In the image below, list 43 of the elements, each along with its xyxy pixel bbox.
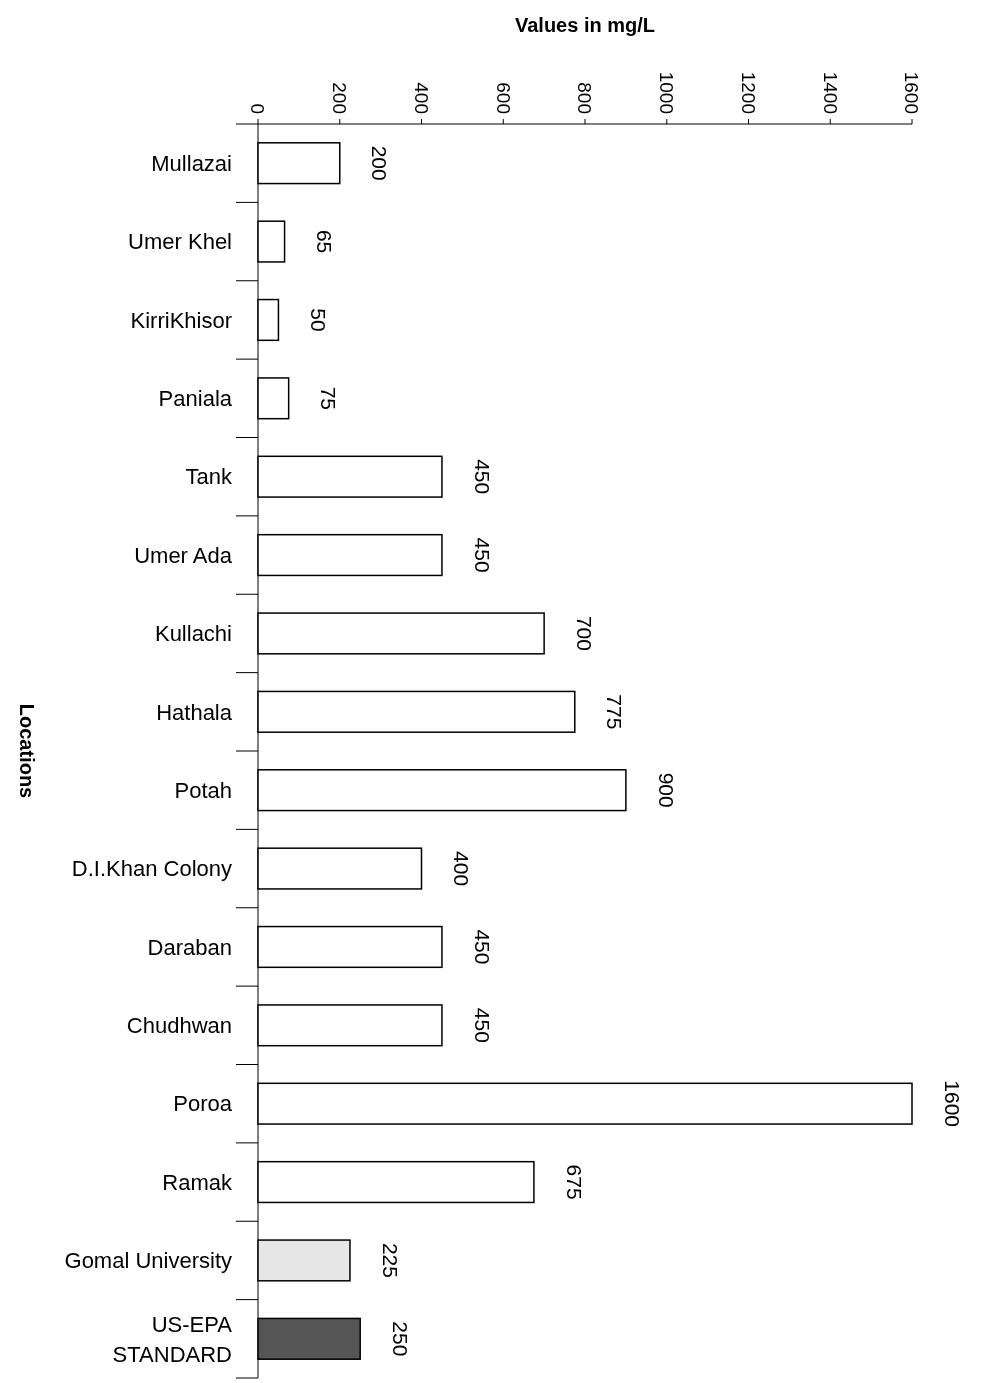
y-axis-title: Locations xyxy=(16,703,38,799)
y-tick-label: Kullachi xyxy=(154,621,232,647)
data-label: 700 xyxy=(572,615,596,651)
data-label: 450 xyxy=(470,1007,494,1043)
data-label: 1600 xyxy=(940,1080,964,1128)
x-tick-label: 600 xyxy=(492,82,514,114)
y-tick-label: Umer Ada xyxy=(134,542,233,568)
y-tick-label: Gomal University xyxy=(64,1248,232,1274)
y-tick-label: Paniala xyxy=(158,386,233,412)
y-tick-label: Daraban xyxy=(147,934,232,960)
data-label: 775 xyxy=(603,694,627,730)
data-label: 250 xyxy=(388,1321,412,1357)
y-tick-label: KirriKhisor xyxy=(130,307,232,333)
y-tick-label: Tank xyxy=(185,464,233,490)
data-label: 225 xyxy=(378,1242,402,1278)
data-label: 450 xyxy=(470,537,494,573)
x-tick-label: 1200 xyxy=(737,71,759,114)
x-tick-label: 1400 xyxy=(819,71,841,114)
data-label: 450 xyxy=(470,929,494,965)
y-tick-label: Poroa xyxy=(173,1091,233,1117)
x-tick-label: 1600 xyxy=(901,71,923,114)
data-label: 400 xyxy=(450,851,474,887)
y-tick-label: Hathala xyxy=(156,699,233,725)
x-tick-label: 0 xyxy=(247,103,269,114)
y-tick-label: Chudhwan xyxy=(126,1013,232,1039)
y-tick-label: Potah xyxy=(174,777,232,803)
x-tick-label: 800 xyxy=(574,82,596,114)
data-label: 65 xyxy=(313,229,337,254)
y-tick-label: D.I.Khan Colony xyxy=(71,856,232,882)
data-label: 50 xyxy=(307,308,331,332)
y-tick-label: Mullazai xyxy=(151,150,232,176)
data-label: 200 xyxy=(368,145,392,181)
y-tick-label: Ramak xyxy=(162,1169,233,1195)
data-label: 450 xyxy=(470,459,494,495)
x-axis-title: Values in mg/L xyxy=(514,14,656,36)
data-label: 75 xyxy=(317,386,341,410)
data-label: 900 xyxy=(654,772,678,808)
y-tick-label: Umer Khel xyxy=(128,229,232,255)
x-tick-label: 400 xyxy=(410,82,432,114)
x-tick-label: 1000 xyxy=(656,71,678,114)
y-tick-label: US-EPA STANDARD xyxy=(112,1311,233,1367)
x-tick-label: 200 xyxy=(329,82,351,114)
data-label: 675 xyxy=(562,1164,586,1200)
